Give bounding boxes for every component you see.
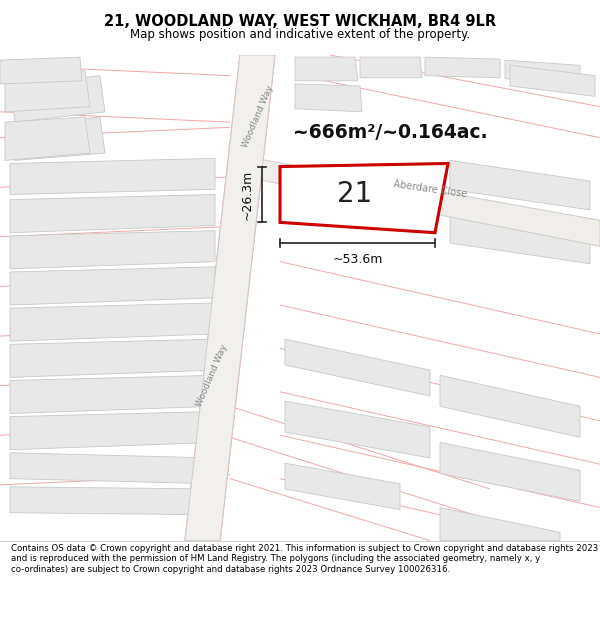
Polygon shape xyxy=(360,57,422,78)
Text: 21: 21 xyxy=(337,181,373,209)
Text: 21, WOODLAND WAY, WEST WICKHAM, BR4 9LR: 21, WOODLAND WAY, WEST WICKHAM, BR4 9LR xyxy=(104,14,496,29)
Text: ~26.3m: ~26.3m xyxy=(241,169,254,219)
Polygon shape xyxy=(10,117,105,161)
Polygon shape xyxy=(10,76,105,122)
Polygon shape xyxy=(10,487,215,515)
Polygon shape xyxy=(0,57,82,84)
Polygon shape xyxy=(440,508,560,541)
Polygon shape xyxy=(295,57,358,81)
Polygon shape xyxy=(280,164,448,232)
Polygon shape xyxy=(285,401,430,458)
Polygon shape xyxy=(295,84,362,112)
Polygon shape xyxy=(10,303,215,341)
Polygon shape xyxy=(285,339,430,396)
Text: Aberdare Close: Aberdare Close xyxy=(392,179,467,199)
Polygon shape xyxy=(10,158,215,194)
Text: ~666m²/~0.164ac.: ~666m²/~0.164ac. xyxy=(293,123,487,142)
Polygon shape xyxy=(440,442,580,501)
Polygon shape xyxy=(425,57,500,78)
Text: Woodland Way: Woodland Way xyxy=(195,343,229,408)
Text: ~53.6m: ~53.6m xyxy=(332,253,383,266)
Polygon shape xyxy=(510,66,595,96)
Polygon shape xyxy=(10,339,215,377)
Polygon shape xyxy=(285,463,400,509)
Polygon shape xyxy=(5,117,90,161)
Polygon shape xyxy=(10,375,215,414)
Polygon shape xyxy=(10,267,215,305)
Polygon shape xyxy=(10,452,215,484)
Polygon shape xyxy=(10,231,215,269)
Polygon shape xyxy=(505,60,580,84)
Text: Woodland Way: Woodland Way xyxy=(241,84,275,149)
Polygon shape xyxy=(450,215,590,264)
Polygon shape xyxy=(255,158,600,246)
Polygon shape xyxy=(440,375,580,438)
Polygon shape xyxy=(10,411,215,450)
Polygon shape xyxy=(10,194,215,232)
Text: Map shows position and indicative extent of the property.: Map shows position and indicative extent… xyxy=(130,28,470,41)
Polygon shape xyxy=(185,55,275,541)
Text: Contains OS data © Crown copyright and database right 2021. This information is : Contains OS data © Crown copyright and d… xyxy=(11,544,598,574)
Polygon shape xyxy=(5,71,90,112)
Polygon shape xyxy=(450,161,590,210)
